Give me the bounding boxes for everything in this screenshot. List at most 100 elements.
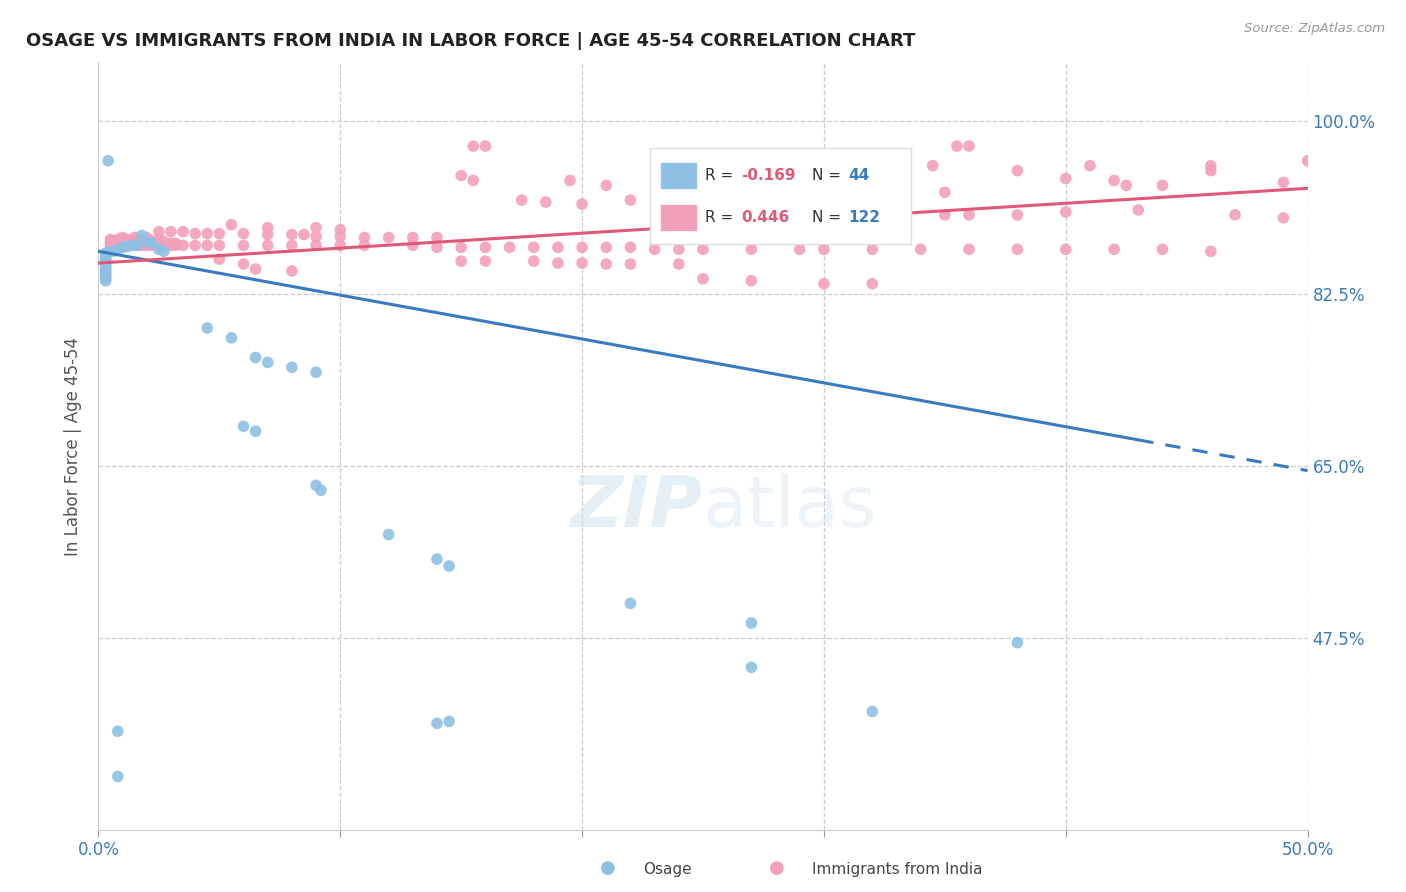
Point — [107, 235, 129, 249]
Point — [281, 264, 304, 278]
Point — [232, 227, 254, 241]
Point — [1007, 208, 1029, 222]
Point — [256, 220, 278, 235]
Point — [245, 262, 267, 277]
Point — [117, 238, 139, 252]
Point — [148, 225, 170, 239]
Point — [860, 277, 883, 291]
Point — [740, 660, 762, 674]
Point — [309, 483, 332, 498]
Point — [195, 321, 218, 335]
Text: 0.446: 0.446 — [741, 210, 790, 225]
Point — [94, 246, 117, 260]
Point — [402, 230, 425, 244]
Point — [813, 242, 835, 256]
Point — [813, 277, 835, 291]
Point — [571, 197, 593, 211]
Point — [160, 238, 183, 252]
Point — [208, 252, 231, 267]
Bar — [661, 161, 697, 188]
Point — [619, 193, 641, 207]
Point — [668, 257, 690, 271]
Text: N =: N = — [811, 210, 846, 225]
Point — [474, 240, 496, 254]
Point — [94, 269, 117, 284]
Point — [94, 268, 117, 282]
Point — [94, 252, 117, 267]
Point — [1152, 178, 1174, 193]
Point — [184, 238, 207, 252]
Point — [101, 244, 124, 259]
Point — [1296, 153, 1319, 168]
Point — [426, 240, 449, 254]
Point — [1054, 171, 1077, 186]
Point — [426, 230, 449, 244]
Point — [595, 178, 617, 193]
Point — [208, 227, 231, 241]
Point — [740, 274, 762, 288]
Point — [644, 242, 666, 256]
Point — [498, 240, 520, 254]
Point — [1054, 242, 1077, 256]
Point — [329, 222, 352, 236]
Point — [957, 208, 980, 222]
Point — [740, 242, 762, 256]
Point — [692, 272, 714, 286]
Point — [1115, 178, 1137, 193]
Point — [135, 235, 157, 249]
Point — [292, 227, 315, 242]
Point — [886, 201, 908, 215]
Point — [571, 240, 593, 254]
Point — [860, 242, 883, 256]
Point — [1272, 211, 1295, 225]
Point — [474, 139, 496, 153]
Point — [437, 714, 460, 729]
Point — [450, 240, 472, 254]
Point — [426, 552, 449, 566]
Point — [1007, 636, 1029, 650]
Point — [329, 238, 352, 252]
Point — [668, 242, 690, 256]
Point — [100, 235, 122, 249]
Point — [100, 236, 122, 251]
Point — [195, 227, 218, 241]
Point — [195, 238, 218, 252]
Point — [94, 262, 117, 277]
Point — [1007, 242, 1029, 256]
Point — [117, 236, 139, 251]
Text: R =: R = — [704, 168, 738, 183]
Point — [281, 238, 304, 252]
Point — [1102, 173, 1125, 187]
Point — [221, 331, 243, 345]
Point — [107, 724, 129, 739]
Point — [595, 240, 617, 254]
Text: Source: ZipAtlas.com: Source: ZipAtlas.com — [1244, 22, 1385, 36]
Point — [135, 230, 157, 244]
Text: ZIP: ZIP — [571, 473, 703, 541]
Point — [547, 240, 569, 254]
Point — [450, 169, 472, 183]
Point — [353, 238, 375, 252]
Point — [94, 250, 117, 264]
Text: ●: ● — [600, 859, 616, 877]
Point — [1272, 176, 1295, 190]
Point — [117, 232, 139, 246]
Text: Immigrants from India: Immigrants from India — [813, 862, 983, 877]
Text: ●: ● — [769, 859, 785, 877]
Point — [765, 201, 787, 215]
Point — [94, 256, 117, 270]
Text: atlas: atlas — [703, 473, 877, 541]
Point — [740, 615, 762, 630]
Point — [377, 230, 399, 244]
Point — [245, 351, 267, 365]
Point — [117, 235, 139, 249]
Point — [165, 238, 187, 252]
Point — [837, 186, 859, 201]
Point — [281, 227, 304, 242]
Point — [558, 173, 581, 187]
Point — [1199, 163, 1222, 178]
Point — [789, 242, 811, 256]
Point — [232, 238, 254, 252]
Point — [377, 527, 399, 541]
Point — [100, 238, 122, 252]
